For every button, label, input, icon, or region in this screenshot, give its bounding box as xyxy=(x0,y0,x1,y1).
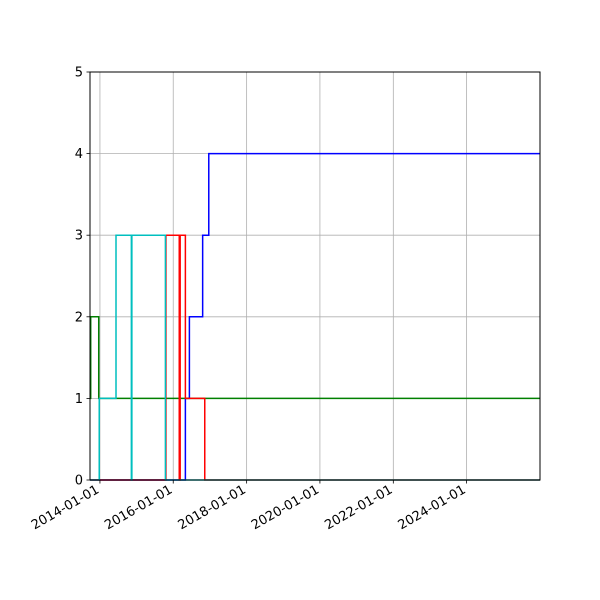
y-tick-label: 4 xyxy=(75,147,83,162)
y-tick-label: 5 xyxy=(75,66,83,81)
series-line-1 xyxy=(90,152,540,481)
y-tick-label: 1 xyxy=(75,392,83,407)
plot-frame xyxy=(89,71,541,481)
y-tick-label: 3 xyxy=(75,229,83,244)
ticks xyxy=(86,71,468,484)
plot-area xyxy=(90,72,540,480)
y-tick-label: 2 xyxy=(75,310,83,325)
y-tick-label: 0 xyxy=(75,474,83,489)
series-line-2 xyxy=(90,316,540,400)
